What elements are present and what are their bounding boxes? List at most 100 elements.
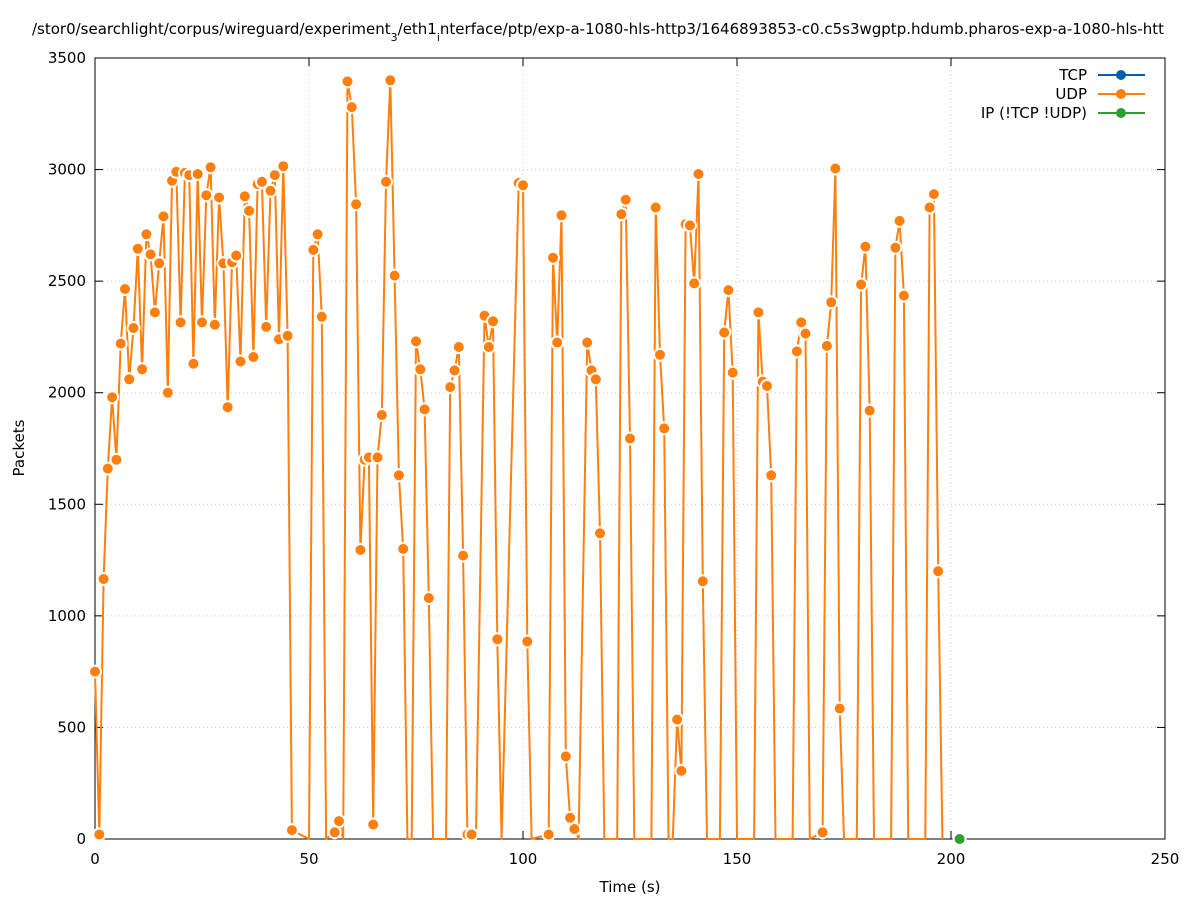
data-point — [387, 268, 402, 283]
data-point — [926, 187, 941, 202]
data-point — [263, 183, 278, 198]
data-point — [456, 548, 471, 563]
data-point — [614, 207, 629, 222]
data-point — [798, 326, 813, 341]
data-point — [657, 421, 672, 436]
data-point — [207, 317, 222, 332]
data-point — [314, 309, 329, 324]
data-point — [674, 763, 689, 778]
data-point — [340, 74, 355, 89]
data-point — [212, 190, 227, 205]
data-point — [409, 334, 423, 349]
data-point — [220, 400, 235, 415]
x-tick-label: 0 — [90, 850, 100, 868]
title-text-mid: /eth1 — [398, 20, 437, 38]
data-point — [421, 591, 436, 605]
data-point — [554, 208, 569, 223]
title-subscript-2: i — [437, 31, 440, 44]
x-tick-label: 200 — [937, 850, 966, 868]
data-point — [952, 832, 967, 846]
data-point — [391, 468, 406, 483]
data-point — [366, 817, 381, 832]
data-point — [379, 174, 393, 189]
title-text-tail: nterface/ptp/exp-a-1080-hls-http3/164689… — [440, 20, 1164, 38]
y-tick-label: 3500 — [48, 49, 86, 67]
x-tick-label: 250 — [1151, 850, 1180, 868]
data-point — [344, 100, 359, 115]
plot-frame — [94, 57, 1166, 840]
data-point — [862, 403, 877, 418]
data-point — [276, 159, 291, 174]
data-point — [156, 209, 171, 224]
data-point — [199, 188, 214, 203]
data-point — [824, 295, 839, 310]
data-point — [854, 277, 869, 292]
data-point — [306, 242, 321, 257]
data-point — [464, 827, 479, 842]
data-point — [109, 452, 124, 467]
data-point — [648, 200, 663, 215]
data-point — [563, 810, 578, 825]
data-point — [691, 167, 706, 181]
data-point — [653, 347, 667, 362]
x-tick-label: 150 — [723, 850, 752, 868]
data-point — [828, 161, 843, 176]
data-point — [254, 174, 269, 189]
data-point — [490, 632, 505, 647]
data-point — [332, 814, 346, 829]
data-point — [670, 712, 685, 727]
data-point — [725, 365, 740, 380]
legend-marker — [1116, 108, 1126, 118]
data-point — [259, 319, 274, 334]
data-point — [203, 160, 218, 175]
data-point — [443, 380, 458, 395]
y-tick-label: 0 — [76, 830, 86, 848]
y-axis: 0 500 1000 1500 2000 2500 3000 3500 — [48, 49, 1165, 848]
data-point — [353, 543, 368, 557]
data-point — [233, 354, 248, 369]
data-point — [721, 283, 736, 298]
data-point — [922, 200, 937, 215]
legend-marker — [1116, 89, 1126, 99]
data-point — [794, 315, 809, 330]
data-point — [190, 167, 205, 181]
data-point — [751, 305, 766, 320]
data-point — [896, 288, 911, 303]
data-point — [113, 336, 128, 351]
data-point — [130, 241, 145, 256]
data-point — [173, 315, 188, 330]
data-point — [242, 203, 257, 218]
data-point — [383, 73, 398, 88]
data-point — [486, 314, 500, 329]
data-point — [143, 247, 158, 262]
legend-label: TCP — [1058, 66, 1087, 84]
title-text: /stor0/searchlight/corpus/wireguard/expe… — [32, 20, 391, 38]
data-point — [789, 344, 804, 359]
data-point — [284, 823, 299, 838]
data-point — [623, 431, 637, 446]
data-point — [580, 335, 595, 350]
data-point — [819, 338, 834, 353]
data-point — [139, 227, 154, 242]
data-point — [550, 335, 565, 350]
data-point — [349, 197, 364, 212]
data-point — [815, 825, 830, 840]
y-tick-label: 1000 — [48, 607, 86, 625]
series-layer — [88, 73, 967, 846]
data-point — [195, 315, 209, 330]
data-point — [327, 825, 342, 840]
data-point — [682, 218, 697, 233]
data-point — [447, 363, 462, 378]
y-tick-label: 2500 — [48, 272, 86, 290]
data-point — [310, 227, 325, 242]
data-point — [160, 385, 175, 400]
x-tick-label: 50 — [299, 850, 318, 868]
data-point — [92, 827, 107, 842]
legend-label: IP (!TCP !UDP) — [981, 104, 1087, 122]
legend-label: UDP — [1055, 85, 1087, 103]
data-point — [520, 634, 535, 649]
y-tick-label: 2000 — [48, 384, 86, 402]
data-point — [588, 372, 603, 387]
data-point — [888, 240, 903, 255]
